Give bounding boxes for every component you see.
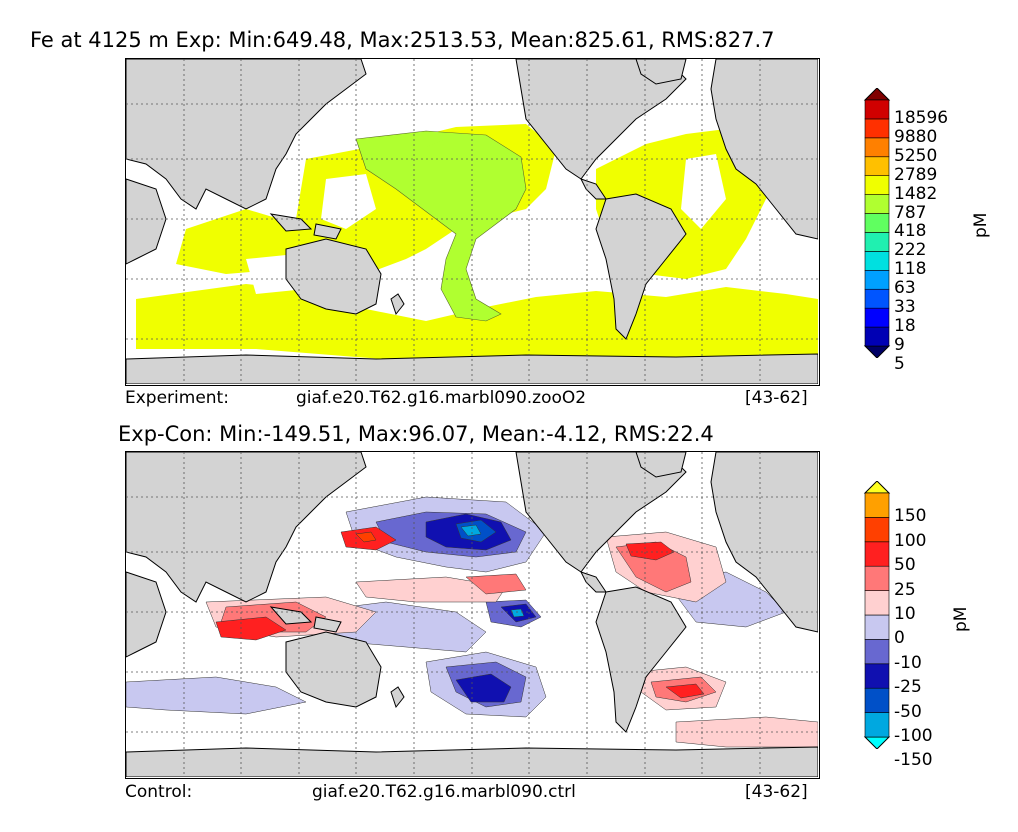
panel-2-diff-field [126, 496, 818, 748]
panel-2-colorbar-segment [864, 687, 890, 713]
panel-2-colorbar-tick-label: -50 [894, 701, 922, 722]
panel-1-colorbar-segment [864, 213, 890, 233]
panel-1-colorbar-segment [864, 175, 890, 195]
panel-1-footer-case: giaf.e20.T62.g16.marbl090.zooO2 [296, 388, 587, 408]
panel-1-colorbar-tick-label: 5 [894, 353, 905, 374]
panel-2-colorbar-tick-label: 10 [894, 604, 916, 624]
panel-2-colorbar [863, 481, 891, 749]
panel-2-colorbar-tick-label: 25 [894, 579, 916, 600]
panel-2-colorbar-tick-label: -100 [894, 726, 933, 746]
panel-1-colorbar-tick-label: 2789 [894, 164, 938, 185]
panel-2-colorbar-tick-label: -150 [894, 750, 933, 771]
panel-2-colorbar-tick-label: -10 [894, 652, 922, 673]
panel-1-colorbar-tick-label: 1482 [894, 183, 938, 204]
panel-1-colorbar-unit: pM [971, 212, 991, 238]
panel-1-colorbar-segment [864, 137, 890, 158]
panel-2-colorbar-tick-label: -25 [894, 677, 922, 698]
panel-1-colorbar-segment [864, 307, 890, 328]
panel-2-map [125, 451, 820, 779]
panel-2-colorbar-tick-label: 0 [894, 628, 905, 649]
panel-1-title: Fe at 4125 m Exp: Min:649.48, Max:2513.5… [30, 28, 775, 52]
panel-1-colorbar-segment [864, 232, 890, 252]
panel-1-colorbar-tick-label: 118 [894, 259, 927, 280]
panel-1-land [126, 59, 818, 384]
panel-2-colorbar-extend-min [863, 736, 891, 749]
panel-2-title: Exp-Con: Min:-149.51, Max:96.07, Mean:-4… [118, 422, 714, 446]
panel-2-colorbar-segment [864, 663, 890, 689]
panel-2-colorbar-tick-label: 150 [894, 506, 927, 527]
panel-2-colorbar-segment [864, 590, 890, 616]
panel-1-footer-label: Experiment: [125, 388, 229, 408]
panel-1-colorbar [863, 88, 891, 358]
panel-1-map [125, 58, 820, 386]
panel-1-ocean-gaps [246, 154, 818, 294]
panel-1-colorbar-segment [864, 99, 890, 120]
panel-1-graticule [126, 59, 818, 384]
panel-2-colorbar-segment [864, 712, 890, 738]
panel-2-colorbar-tick-label: 100 [894, 530, 927, 551]
panel-1-colorbar-segment [864, 326, 890, 347]
panel-1-colorbar-tick-label: 33 [894, 297, 916, 318]
panel-1-colorbar-segment [864, 251, 890, 271]
panel-2-footer-years: [43-62] [745, 782, 808, 802]
panel-1-colorbar-tick-label: 18 [894, 316, 916, 337]
panel-1-colorbar-segment [864, 118, 890, 139]
panel-1-colorbar-tick-label: 222 [894, 240, 927, 261]
panel-1-colorbar-tick-label: 63 [894, 278, 916, 299]
panel-2-colorbar-unit: pM [951, 606, 971, 632]
panel-1-colorbar-tick-label: 9880 [894, 126, 938, 147]
panel-1-footer-years: [43-62] [745, 388, 808, 408]
panel-1-colorbar-tick-label: 787 [894, 202, 927, 223]
panel-1-colorbar-segment [864, 194, 890, 214]
panel-2-colorbar-segment [864, 639, 890, 665]
panel-2-colorbar-extend-max [863, 481, 891, 494]
panel-2-colorbar-segment [864, 565, 890, 591]
panel-2-map-svg [126, 452, 818, 777]
panel-1-colorbar-extend-max [863, 88, 891, 101]
panel-1-colorbar-segment [864, 156, 890, 176]
panel-1-map-svg [126, 59, 818, 384]
panel-2-colorbar-segment [864, 614, 890, 640]
panel-2-colorbar-segment [864, 492, 890, 518]
panel-1-colorbar-segment [864, 288, 890, 309]
panel-1-colorbar-extend-min [863, 345, 891, 358]
panel-2-colorbar-tick-label: 50 [894, 555, 916, 576]
panel-2-footer-label: Control: [125, 782, 193, 802]
panel-2-footer-case: giaf.e20.T62.g16.marbl090.ctrl [312, 782, 576, 802]
panel-1-colorbar-tick-label: 18596 [894, 107, 949, 128]
panel-1-colorbar-segment [864, 270, 890, 290]
panel-2-graticule [126, 452, 818, 777]
panel-1-colorbar-tick-label: 9 [894, 335, 905, 355]
panel-2-colorbar-segment [864, 541, 890, 567]
panel-1-colorbar-tick-label: 418 [894, 221, 927, 242]
panel-1-colorbar-tick-label: 5250 [894, 145, 938, 166]
panel-2-colorbar-segment [864, 517, 890, 543]
